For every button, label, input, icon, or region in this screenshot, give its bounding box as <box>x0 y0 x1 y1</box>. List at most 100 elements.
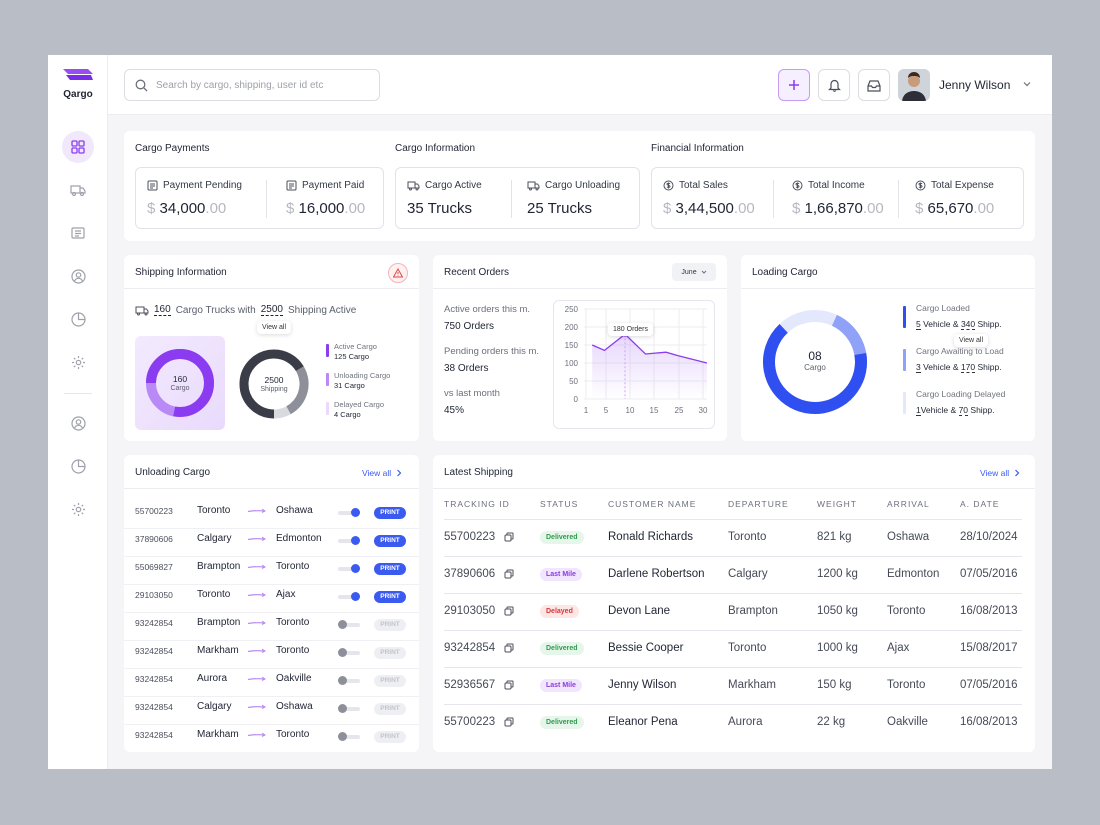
nav-trucks[interactable] <box>62 174 94 206</box>
nav-users[interactable] <box>62 260 94 292</box>
latest-shipping-card: Latest Shipping View all TRACKING ID STA… <box>433 455 1035 752</box>
vs-last-month-value: 45% <box>444 405 465 416</box>
table-row[interactable]: 29103050 Delayed Devon Lane Brampton 1050 kg… <box>433 593 1035 630</box>
list-item[interactable]: 37890606 Calgary Edmonton PRINT <box>124 529 419 557</box>
add-button[interactable] <box>778 69 810 101</box>
list-item[interactable]: 93242854 Markham Toronto PRINT <box>124 641 419 669</box>
copy-icon[interactable] <box>504 606 514 616</box>
row-tracking-id: 93242854 <box>135 618 173 628</box>
column-header-tracking-id[interactable]: TRACKING ID <box>444 499 510 509</box>
search-input[interactable] <box>156 79 356 91</box>
user-name[interactable]: Jenny Wilson <box>939 78 1011 92</box>
nav-documents[interactable] <box>62 217 94 249</box>
table-row[interactable]: 37890606 Last Mile Darlene Robertson Calgar… <box>433 556 1035 593</box>
view-all-tooltip[interactable]: View all <box>257 321 291 334</box>
shipping-view-all-link[interactable]: View all <box>980 468 1020 478</box>
legend-active-value: 125 Cargo <box>334 352 370 361</box>
print-button[interactable]: PRINT <box>374 563 406 575</box>
nav-profile[interactable] <box>62 407 94 439</box>
view-all-tooltip[interactable]: View all <box>954 334 988 347</box>
print-button[interactable]: PRINT <box>374 535 406 547</box>
nav-reports[interactable] <box>62 450 94 482</box>
toggle-knob <box>338 648 347 657</box>
toggle-knob <box>351 564 360 573</box>
column-header-weight[interactable]: WEIGHT <box>817 499 857 509</box>
status-toggle[interactable] <box>338 508 360 517</box>
notifications-button[interactable] <box>818 69 850 101</box>
table-row[interactable]: 55700223 Delivered Eleanor Pena Aurora 22 kg… <box>433 704 1035 741</box>
legend-swatch-delayed <box>326 402 329 415</box>
list-item[interactable]: 93242854 Markham Toronto PRINT <box>124 725 419 753</box>
column-header-departure[interactable]: DEPARTURE <box>728 499 789 509</box>
print-button[interactable]: PRINT <box>374 703 406 715</box>
column-header-status[interactable]: STATUS <box>540 499 579 509</box>
list-item[interactable]: 93242854 Calgary Oshawa PRINT <box>124 697 419 725</box>
list-item[interactable]: 55069827 Brampton Toronto PRINT <box>124 557 419 585</box>
column-header-arrival[interactable]: ARRIVAL <box>887 499 930 509</box>
alert-button[interactable] <box>388 263 408 283</box>
logo[interactable]: Qargo <box>62 68 94 100</box>
shipping-summary-line: 160 Cargo Trucks with 2500 Shipping Acti… <box>135 304 356 316</box>
cell-date: 07/05/2016 <box>960 568 1018 580</box>
column-header-customer[interactable]: CUSTOMER NAME <box>608 499 697 509</box>
inbox-button[interactable] <box>858 69 890 101</box>
list-item[interactable]: 93242854 Brampton Toronto PRINT <box>124 613 419 641</box>
pending-orders-label: Pending orders this m. <box>444 346 540 357</box>
table-row[interactable]: 52936567 Last Mile Jenny Wilson Markham 150 … <box>433 667 1035 704</box>
list-item[interactable]: 93242854 Aurora Oakville PRINT <box>124 669 419 697</box>
nav-settings[interactable] <box>62 346 94 378</box>
total-sales-value: $ 3,44,500.00 <box>663 200 755 217</box>
shipping-donut-label: Shipping <box>260 386 288 393</box>
awaiting-shipments: 170 <box>960 362 976 373</box>
copy-icon[interactable] <box>504 643 514 653</box>
cell-tracking-id: 29103050 <box>444 605 496 617</box>
table-row[interactable]: 93242854 Delivered Bessie Cooper Toronto 100… <box>433 630 1035 667</box>
chevron-down-icon[interactable] <box>1022 79 1032 89</box>
search-box[interactable] <box>124 69 380 101</box>
table-row[interactable]: 55700223 Delivered Ronald Richards Toronto 8… <box>433 519 1035 556</box>
list-item[interactable]: 55700223 Toronto Oshawa PRINT <box>124 501 419 529</box>
x-tick-label: 30 <box>699 406 708 415</box>
status-toggle[interactable] <box>338 732 360 741</box>
row-origin: Aurora <box>197 673 228 684</box>
copy-icon[interactable] <box>504 532 514 542</box>
status-toggle[interactable] <box>338 676 360 685</box>
list-item[interactable]: 29103050 Toronto Ajax PRINT <box>124 585 419 613</box>
status-toggle[interactable] <box>338 592 360 601</box>
cargo-info-title: Cargo Information <box>395 143 476 154</box>
month-select[interactable]: June <box>672 263 716 281</box>
toggle-knob <box>338 704 347 713</box>
row-origin: Brampton <box>197 561 241 572</box>
cell-customer-name: Eleanor Pena <box>608 716 678 728</box>
print-button[interactable]: PRINT <box>374 647 406 659</box>
loading-donut-label: Cargo <box>804 363 826 372</box>
avatar[interactable] <box>898 69 930 101</box>
cell-customer-name: Darlene Robertson <box>608 568 705 580</box>
expense-decimals: .00 <box>973 200 995 217</box>
print-button[interactable]: PRINT <box>374 731 406 743</box>
nav-dashboard[interactable] <box>62 131 94 163</box>
toggle-knob <box>351 508 360 517</box>
column-header-date[interactable]: A. DATE <box>960 499 1000 509</box>
status-toggle[interactable] <box>338 536 360 545</box>
copy-icon[interactable] <box>504 680 514 690</box>
status-toggle[interactable] <box>338 704 360 713</box>
print-button[interactable]: PRINT <box>374 675 406 687</box>
print-button[interactable]: PRINT <box>374 507 406 519</box>
view-all-label: View all <box>362 468 392 478</box>
cargo-donut-chart <box>146 349 214 417</box>
copy-icon[interactable] <box>504 569 514 579</box>
status-toggle[interactable] <box>338 620 360 629</box>
unloading-view-all-link[interactable]: View all <box>362 468 402 478</box>
nav-preferences[interactable] <box>62 493 94 525</box>
cell-customer-name: Jenny Wilson <box>608 679 677 691</box>
print-button[interactable]: PRINT <box>374 619 406 631</box>
gear-icon <box>71 502 85 516</box>
print-button[interactable]: PRINT <box>374 591 406 603</box>
status-toggle[interactable] <box>338 564 360 573</box>
status-toggle[interactable] <box>338 648 360 657</box>
row-origin: Toronto <box>197 505 231 516</box>
nav-analytics[interactable] <box>62 303 94 335</box>
payment-pending-label: Payment Pending <box>147 180 242 191</box>
copy-icon[interactable] <box>504 717 514 727</box>
